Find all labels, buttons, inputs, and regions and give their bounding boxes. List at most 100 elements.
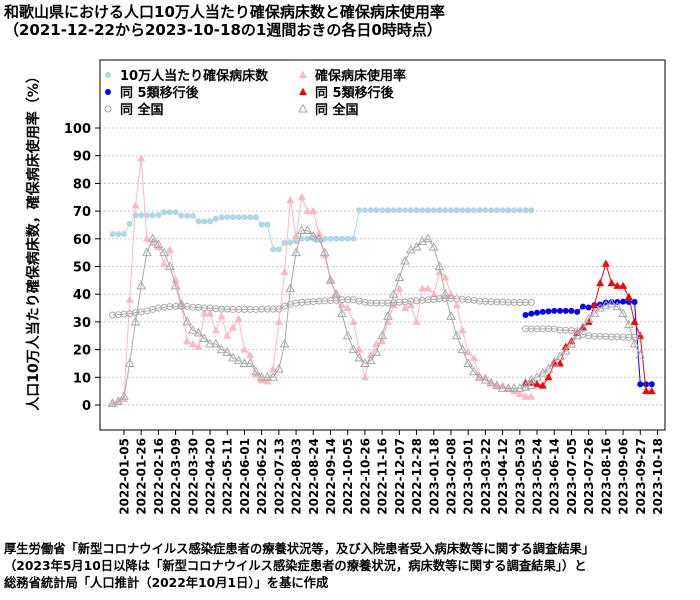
data-point (247, 214, 254, 221)
data-point (287, 239, 294, 246)
data-point (258, 221, 265, 228)
data-point (560, 345, 571, 355)
data-point (583, 313, 594, 323)
legend-marker (299, 87, 307, 95)
data-point (217, 312, 226, 320)
x-tick-label: 2022-11-16 (376, 438, 390, 515)
x-tick-label: 2022-08-24 (307, 438, 321, 515)
source-line-1: 厚生労働省「新型コロナウイルス感染症患者の療養状況等，及び入院患者受入病床数等に… (4, 541, 594, 556)
data-point (562, 307, 569, 314)
data-point (189, 212, 196, 219)
source-line-2: （2023年5月10日以降は「新型コロナウイルス感染症患者の療養状況，病床数等に… (4, 558, 587, 573)
data-point (229, 214, 236, 221)
data-point (126, 220, 133, 227)
data-point (631, 298, 638, 305)
data-point (240, 345, 249, 353)
data-point (579, 303, 586, 310)
data-point (551, 307, 558, 314)
data-point (503, 383, 514, 392)
data-point (429, 290, 438, 298)
data-point (488, 207, 495, 214)
data-point (451, 330, 462, 340)
data-point (428, 241, 439, 251)
data-point (612, 301, 623, 311)
data-point (350, 235, 357, 242)
data-point (394, 272, 405, 282)
x-axis: 2022-01-05 2022-01-26 2022-02-16 2022-03-09… (117, 430, 665, 515)
series-6 (107, 225, 537, 407)
data-point (241, 214, 248, 221)
x-tick-label: 2023-04-12 (496, 438, 510, 515)
data-point (234, 314, 243, 323)
data-point (537, 367, 548, 377)
data-point (138, 212, 145, 219)
legend-label: 同 5類移行後 (315, 85, 395, 101)
data-point (184, 212, 191, 219)
y-tick-label: 60 (73, 233, 91, 248)
data-point (153, 239, 164, 248)
data-point (321, 235, 328, 242)
data-point (647, 386, 656, 395)
data-point (505, 207, 512, 214)
data-point (395, 284, 404, 292)
data-point (459, 207, 466, 214)
data-point (623, 319, 634, 329)
data-point (176, 300, 187, 309)
data-point (349, 317, 358, 325)
data-point (297, 193, 306, 201)
series-8 (520, 298, 646, 387)
data-point (170, 280, 181, 290)
data-point (620, 298, 627, 305)
data-point (388, 288, 399, 298)
data-point (107, 398, 118, 407)
data-point (212, 215, 219, 222)
data-point (275, 246, 282, 253)
data-point (572, 330, 583, 340)
data-point (400, 255, 410, 265)
data-point (538, 381, 547, 389)
x-tick-label: 2022-02-16 (152, 438, 166, 515)
data-point (544, 373, 553, 381)
y-tick-label: 30 (73, 316, 91, 331)
data-point (274, 317, 283, 325)
data-point (269, 364, 278, 372)
data-point (497, 383, 508, 392)
data-point (333, 235, 340, 242)
legend-item: 10万人当たり確保病床数 (105, 68, 269, 84)
data-point (251, 370, 260, 378)
legend-item: 同 5類移行後 (299, 85, 395, 101)
data-point (555, 351, 565, 361)
x-tick-label: 2022-12-07 (393, 438, 407, 515)
y-tick-label: 0 (82, 399, 91, 414)
data-point (201, 218, 208, 225)
data-point (223, 331, 232, 339)
data-point (384, 207, 391, 214)
data-point (480, 374, 491, 384)
data-point (474, 372, 485, 381)
grid (100, 127, 665, 406)
data-point (119, 394, 128, 403)
data-point (308, 230, 319, 240)
data-point (624, 292, 633, 300)
data-point (325, 275, 336, 284)
y-tick-label: 50 (73, 261, 91, 276)
data-point (218, 214, 225, 221)
x-tick-label: 2023-05-03 (513, 438, 527, 515)
data-point (418, 284, 427, 292)
data-point (469, 366, 479, 376)
data-point (476, 207, 483, 214)
data-point (137, 154, 146, 162)
x-tick-label: 2023-09-27 (634, 438, 648, 515)
data-point (161, 209, 168, 216)
x-tick-label: 2023-05-24 (531, 438, 545, 515)
data-point (447, 207, 454, 214)
x-tick-label: 2022-07-13 (272, 438, 286, 515)
data-point (371, 347, 382, 356)
series-group (107, 154, 656, 407)
data-point (492, 380, 502, 390)
data-point (154, 242, 163, 251)
data-point (434, 261, 445, 270)
x-tick-label: 2023-10-18 (651, 438, 665, 515)
data-point (465, 207, 472, 214)
data-point (355, 345, 364, 353)
